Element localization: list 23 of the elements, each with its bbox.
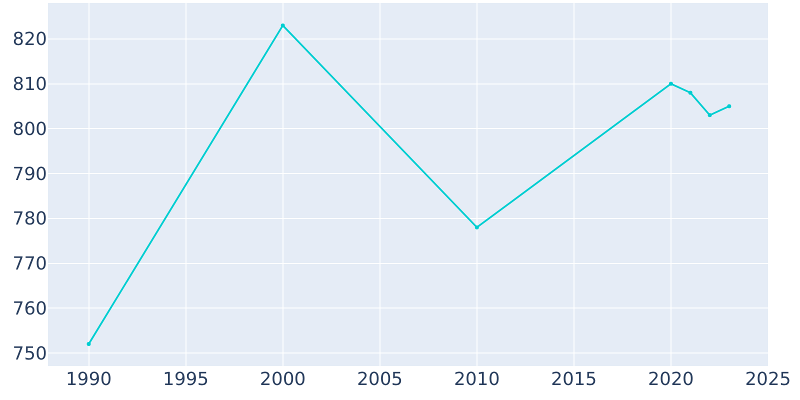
point (708, 113, 712, 118)
y-tick-label: 770 (12, 254, 47, 275)
x-tick-label: 2020 (648, 369, 694, 390)
point (280, 23, 285, 28)
y-tick-label: 760 (12, 298, 47, 320)
point (86, 342, 91, 346)
y-tick-label: 820 (12, 29, 47, 50)
x-tick-label: 1995 (162, 369, 209, 390)
point (668, 82, 673, 86)
y-tick-label: 790 (12, 164, 47, 185)
x-tick-label: 2015 (551, 369, 597, 390)
y-tick-label: 800 (12, 118, 47, 140)
point (474, 225, 479, 230)
point (727, 104, 732, 108)
x-tick-label: 2010 (454, 369, 500, 390)
y-tick-label: 780 (12, 208, 47, 230)
x-tick-label: 1990 (66, 369, 112, 390)
x-tick-label: 2000 (260, 369, 306, 390)
y-tick-label: 750 (12, 343, 47, 364)
x-tick-label: 2025 (745, 369, 791, 390)
y-tick-label: 810 (12, 74, 47, 96)
point (688, 90, 692, 95)
x-tick-label: 2005 (356, 369, 403, 390)
